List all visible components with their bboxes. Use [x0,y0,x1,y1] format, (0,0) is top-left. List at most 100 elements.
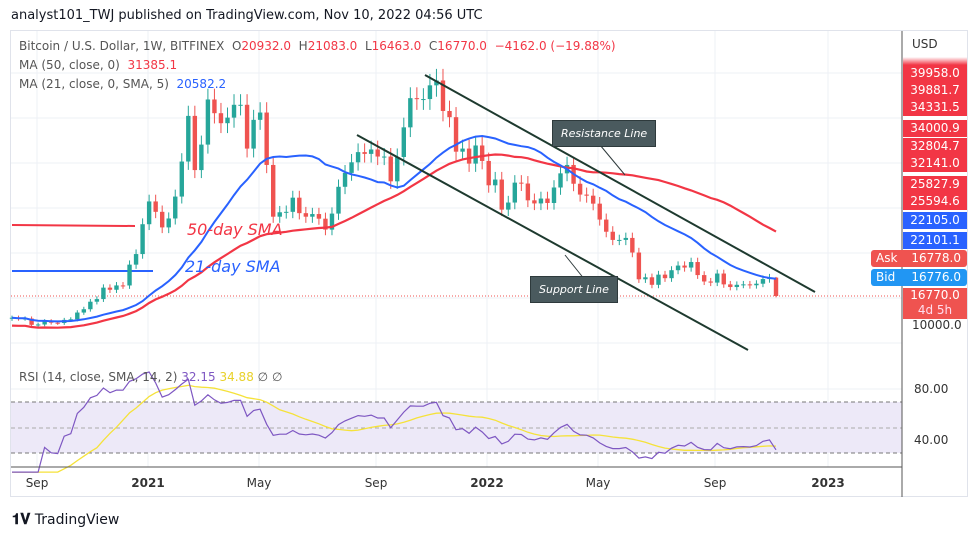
candle-body [760,279,766,284]
candle-body [205,99,211,145]
candle-body [434,80,439,86]
candle-body [453,117,459,152]
candle-body [545,198,550,203]
publish-info: analyst101_TWJ published on TradingView.… [11,8,483,23]
price-axis-label: 32804.7 [903,138,967,155]
candle-body [277,212,282,217]
currency-label: USD [912,37,938,51]
candle-body [401,127,406,157]
price-axis-label: 22105.0 [903,212,967,229]
candle-body [271,164,276,217]
candle-body [284,211,289,213]
candle-body [251,119,256,149]
price-axis-label: 25827.9 [903,176,967,193]
sma50-legend-line [11,224,136,227]
candle-body [590,195,596,204]
candle-body [669,270,674,279]
candle-body [525,183,531,201]
ma50-value: 31385.1 [127,58,178,72]
candle-body [388,156,393,182]
candle-body [107,287,113,290]
open-label: O [231,39,242,53]
candle-body [597,203,602,220]
candle-body [55,322,60,324]
candle-body [127,264,132,286]
support-line-label[interactable]: Support Line [530,276,618,303]
time-label: Sep [703,476,727,490]
candle-body [440,80,446,111]
candle-body [715,273,720,283]
low-value: 16463.0 [371,39,422,53]
candle-body [382,156,387,158]
candle-body [675,265,681,271]
candle-body [408,98,413,128]
candle-body [688,262,694,268]
high-label: H [298,39,308,53]
candle-body [734,284,740,288]
candle-body [623,237,629,240]
bid-badge: Bid 16776.0 [871,269,967,286]
price-axis-label: 34000.9 [903,120,967,137]
candle-body [754,283,759,286]
low-label: L [364,39,372,53]
price-axis-label: 34331.5 [903,99,967,116]
resistance-line-label[interactable]: Resistance Line [552,120,657,147]
candle-body [179,161,184,197]
time-label: May [246,476,272,490]
candle-body [303,213,309,217]
candle-body [42,321,47,325]
candle-body [192,115,198,171]
symbol-name: Bitcoin / U.S. Dollar, 1W, BITFINEX [19,39,225,53]
candle-body [773,277,779,296]
ma21-legend[interactable]: MA (21, close, 0, SMA, 5) 20582.2 [19,77,226,91]
bar-countdown: 4d 5h [917,303,953,317]
ma50-legend[interactable]: MA (50, close, 0) 31385.1 [19,58,177,72]
candle-body [153,201,158,212]
bid-label: Bid [876,270,896,284]
time-label: May [585,476,611,490]
rsi-axis-80: 80.00 [914,382,949,396]
candle-body [695,262,700,276]
tradingview-logo[interactable]: 𝟏𝐕 TradingView [12,510,119,528]
open-value: 20932.0 [241,39,292,53]
candle-body [395,156,400,182]
candle-body [479,145,485,161]
candle-body [499,179,504,210]
resistance-trendline[interactable] [424,74,816,293]
candle-body [329,213,335,230]
candle-body [114,285,119,290]
candle-body [257,112,263,120]
candle-body [577,183,583,195]
candle-body [29,318,34,325]
price-axis-label: 39958.0 [903,65,967,82]
candle-body [342,172,348,187]
candle-body [604,219,609,232]
sma21-annotation[interactable]: 21-day SMA [185,257,281,276]
candle-body [662,274,668,279]
ma50-line [11,153,777,329]
ask-value: 16778.0 [911,251,961,265]
close-value: 16770.0 [437,39,487,53]
rsi-axis-40: 40.00 [914,433,949,447]
candle-body [493,179,498,186]
close-label: C [428,39,438,53]
rsi-legend[interactable]: RSI (14, close, SMA, 14, 2) 32.15 34.88 … [19,370,282,384]
candle-body [120,285,126,287]
ma21-line [11,134,777,323]
candle-body [199,144,204,171]
candle-body [244,104,250,149]
high-value: 21083.0 [307,39,358,53]
candle-body [486,160,491,186]
candle-body [551,187,557,203]
candle-body [264,112,269,165]
candle-body [186,115,191,162]
candle-body [558,173,563,188]
candle-body [584,194,589,196]
candle-body [323,218,328,230]
candle-body [656,274,661,285]
candle-body [310,214,315,217]
candle-body [610,231,615,240]
support-trendline[interactable] [356,134,749,351]
sma50-annotation[interactable]: 50-day SMA [187,220,283,239]
